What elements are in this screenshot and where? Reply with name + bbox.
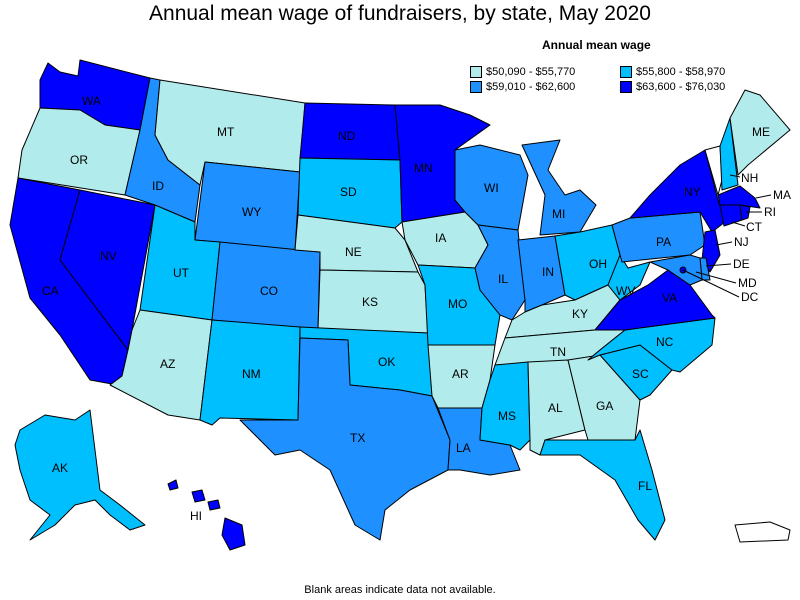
legend-title: Annual mean wage	[542, 38, 651, 52]
state-hi-2[interactable]	[191, 489, 206, 503]
state-ms[interactable]	[479, 361, 531, 451]
label-wy: WY	[242, 205, 261, 219]
legend-swatch-4	[620, 81, 632, 93]
state-ny[interactable]	[629, 149, 726, 233]
state-ak[interactable]	[14, 409, 146, 541]
label-al: AL	[548, 401, 563, 415]
label-tn: TN	[550, 345, 566, 359]
legend-swatch-3	[470, 81, 482, 93]
legend-label-1: $50,090 - $55,770	[486, 66, 576, 78]
label-nd: ND	[338, 129, 356, 143]
legend-item-4: $63,600 - $76,030	[620, 81, 725, 93]
label-ri: RI	[764, 205, 776, 219]
label-tx: TX	[350, 431, 365, 445]
label-az: AZ	[160, 357, 175, 371]
label-mn: MN	[414, 161, 433, 175]
label-nh: NH	[741, 171, 758, 185]
label-dc: DC	[741, 290, 759, 304]
label-co: CO	[260, 284, 278, 298]
legend-swatch-2	[620, 66, 632, 78]
label-ar: AR	[452, 367, 469, 381]
label-ca: CA	[42, 284, 59, 298]
label-pa: PA	[656, 235, 671, 249]
label-nm: NM	[242, 367, 261, 381]
legend-item-2: $55,800 - $58,970	[620, 66, 725, 78]
label-ut: UT	[173, 266, 190, 280]
label-la: LA	[456, 441, 471, 455]
legend-label-2: $55,800 - $58,970	[636, 66, 726, 78]
label-ne: NE	[345, 245, 362, 259]
footnote: Blank areas indicate data not available.	[304, 584, 496, 596]
state-hi-1[interactable]	[167, 479, 179, 491]
map-title: Annual mean wage of fundraisers, by stat…	[149, 2, 651, 25]
label-me: ME	[752, 125, 770, 139]
label-nj: NJ	[734, 235, 749, 249]
label-nc: NC	[656, 335, 674, 349]
label-ct: CT	[746, 220, 763, 234]
legend-swatch-1	[470, 66, 482, 78]
label-wv: WV	[616, 284, 635, 298]
label-ks: KS	[362, 295, 378, 309]
legend-item-1: $50,090 - $55,770	[470, 66, 575, 78]
label-oh: OH	[589, 257, 607, 271]
legend-item-3: $59,010 - $62,600	[470, 81, 575, 93]
state-sd[interactable]	[297, 157, 403, 229]
state-me[interactable]	[729, 89, 791, 176]
label-hi: HI	[190, 509, 202, 523]
label-md: MD	[738, 276, 757, 290]
label-ok: OK	[378, 355, 395, 369]
state-ri[interactable]	[739, 204, 751, 221]
label-sd: SD	[340, 185, 357, 199]
legend-label-3: $59,010 - $62,600	[486, 81, 576, 93]
label-nv: NV	[100, 249, 117, 263]
label-ms: MS	[498, 409, 516, 423]
state-hi-4[interactable]	[221, 517, 246, 551]
label-ny: NY	[684, 185, 701, 199]
label-mt: MT	[217, 125, 235, 139]
label-mi: MI	[552, 207, 565, 221]
label-va: VA	[662, 291, 677, 305]
label-de: DE	[733, 257, 750, 271]
state-tx[interactable]	[239, 337, 451, 541]
state-pr[interactable]	[734, 521, 791, 543]
label-id: ID	[152, 179, 164, 193]
label-wa: WA	[82, 94, 101, 108]
leader-lines	[682, 174, 772, 298]
label-ma: MA	[773, 188, 791, 202]
label-in: IN	[542, 265, 554, 279]
label-mo: MO	[448, 297, 467, 311]
label-sc: SC	[632, 367, 649, 381]
label-ga: GA	[596, 399, 613, 413]
state-md[interactable]	[649, 254, 703, 286]
state-ct[interactable]	[719, 204, 743, 227]
label-ky: KY	[572, 307, 588, 321]
legend-label-4: $63,600 - $76,030	[636, 81, 726, 93]
label-ia: IA	[435, 231, 446, 245]
label-ak: AK	[52, 461, 68, 475]
state-nc[interactable]	[587, 317, 716, 373]
state-nh[interactable]	[719, 117, 739, 191]
state-fl[interactable]	[539, 429, 666, 541]
label-wi: WI	[484, 181, 499, 195]
state-mi[interactable]	[521, 139, 597, 236]
label-or: OR	[70, 153, 88, 167]
label-fl: FL	[638, 479, 652, 493]
label-il: IL	[498, 272, 508, 286]
state-hi-3[interactable]	[207, 499, 221, 511]
